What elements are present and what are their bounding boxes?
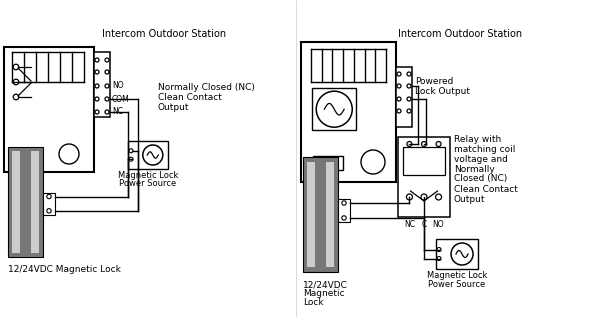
Text: Power Source: Power Source bbox=[119, 179, 176, 188]
Text: voltage and: voltage and bbox=[454, 154, 508, 164]
Bar bbox=[312, 88, 356, 130]
Bar bbox=[303, 157, 338, 272]
Text: Relay with: Relay with bbox=[454, 134, 501, 144]
Text: Clean Contact: Clean Contact bbox=[158, 93, 222, 101]
Bar bbox=[12, 150, 34, 162]
Text: matching coil: matching coil bbox=[454, 145, 516, 153]
Text: Lock Output: Lock Output bbox=[415, 87, 470, 96]
Bar bbox=[94, 52, 110, 117]
Text: Normally Closed (NC): Normally Closed (NC) bbox=[158, 82, 255, 92]
Text: Intercom Outdoor Station: Intercom Outdoor Station bbox=[102, 29, 226, 39]
Bar bbox=[398, 137, 450, 217]
Text: Output: Output bbox=[158, 102, 190, 112]
Bar bbox=[4, 47, 94, 172]
Bar bbox=[396, 67, 412, 127]
Text: Lock: Lock bbox=[303, 298, 324, 307]
Bar bbox=[307, 162, 315, 268]
Text: Normally: Normally bbox=[454, 165, 495, 173]
Text: NC: NC bbox=[112, 107, 123, 117]
Text: COM: COM bbox=[112, 94, 130, 103]
Text: 12/24VDC: 12/24VDC bbox=[303, 280, 348, 289]
Bar bbox=[31, 152, 39, 253]
Text: Magnetic: Magnetic bbox=[303, 289, 344, 298]
Text: NO: NO bbox=[433, 220, 445, 229]
Bar bbox=[326, 162, 334, 268]
Text: Power Source: Power Source bbox=[429, 280, 486, 289]
Bar bbox=[313, 156, 343, 170]
Text: Intercom Outdoor Station: Intercom Outdoor Station bbox=[398, 29, 522, 39]
Text: C: C bbox=[421, 220, 427, 229]
Text: NO: NO bbox=[112, 81, 123, 90]
Text: Output: Output bbox=[454, 195, 486, 204]
Bar bbox=[301, 42, 396, 182]
Text: Magnetic Lock: Magnetic Lock bbox=[427, 271, 487, 280]
Text: Clean Contact: Clean Contact bbox=[454, 184, 518, 193]
Bar bbox=[8, 147, 43, 257]
Text: NC: NC bbox=[404, 220, 415, 229]
Bar bbox=[436, 239, 478, 269]
Text: Magnetic Lock: Magnetic Lock bbox=[118, 171, 178, 180]
Bar bbox=[128, 141, 168, 169]
Text: Powered: Powered bbox=[415, 77, 454, 87]
Bar bbox=[43, 192, 55, 215]
Text: 12/24VDC Magnetic Lock: 12/24VDC Magnetic Lock bbox=[8, 265, 121, 274]
Bar bbox=[403, 146, 445, 175]
Text: Closed (NC): Closed (NC) bbox=[454, 174, 507, 184]
Bar bbox=[12, 152, 20, 253]
Bar bbox=[338, 199, 350, 222]
